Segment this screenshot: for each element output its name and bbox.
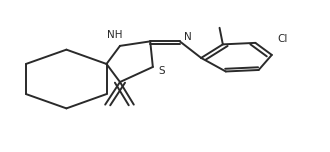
Text: NH: NH: [107, 30, 123, 40]
Text: S: S: [158, 66, 165, 76]
Text: N: N: [184, 32, 192, 42]
Text: Cl: Cl: [278, 34, 288, 44]
